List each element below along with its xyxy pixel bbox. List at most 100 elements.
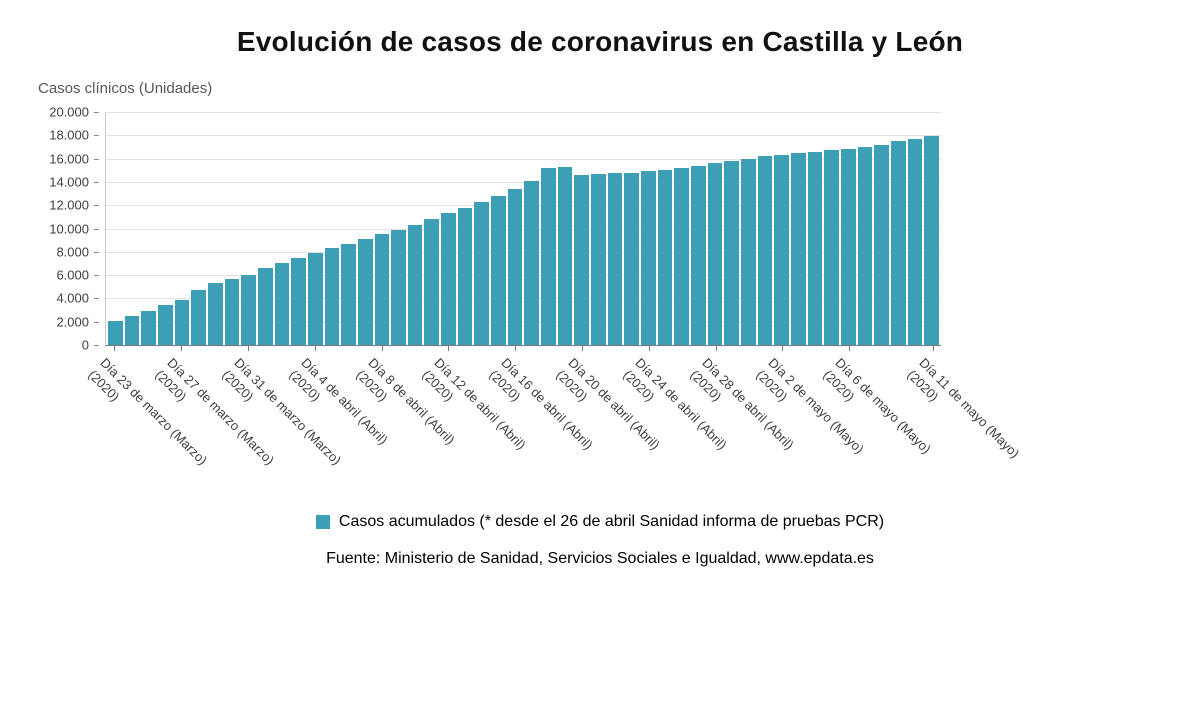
bar[interactable] bbox=[424, 219, 440, 345]
bar[interactable] bbox=[441, 213, 456, 345]
y-tick-label: 12.000 bbox=[49, 197, 89, 213]
gridline bbox=[106, 275, 941, 277]
bar[interactable] bbox=[207, 283, 223, 345]
x-tick-mark bbox=[648, 346, 650, 351]
y-tick-mark bbox=[94, 275, 99, 277]
bar[interactable] bbox=[491, 195, 506, 345]
bar[interactable] bbox=[108, 320, 123, 345]
legend-swatch-icon bbox=[315, 515, 330, 529]
bar[interactable] bbox=[674, 167, 689, 345]
x-tick-mark bbox=[181, 346, 183, 351]
gridline bbox=[106, 135, 941, 137]
bar[interactable] bbox=[191, 290, 206, 345]
y-tick-mark bbox=[94, 181, 99, 183]
bar[interactable] bbox=[257, 268, 273, 345]
bar[interactable] bbox=[874, 144, 889, 345]
bar[interactable] bbox=[391, 229, 406, 345]
bar[interactable] bbox=[707, 163, 723, 345]
y-tick-label: 16.000 bbox=[49, 151, 89, 167]
bar[interactable] bbox=[557, 166, 573, 345]
x-tick-mark bbox=[314, 346, 316, 351]
gridline bbox=[106, 181, 941, 183]
bar[interactable] bbox=[574, 174, 590, 345]
bar[interactable] bbox=[740, 158, 756, 345]
gridlines bbox=[106, 112, 941, 345]
bar[interactable] bbox=[857, 146, 873, 345]
y-tick-mark bbox=[94, 321, 99, 323]
y-tick-label: 4.000 bbox=[56, 290, 89, 306]
gridline bbox=[106, 205, 941, 207]
legend-label: Casos acumulados (* desde el 26 de abril… bbox=[338, 513, 885, 530]
y-tick-mark bbox=[94, 135, 99, 137]
bar[interactable] bbox=[141, 310, 156, 345]
x-tick-mark bbox=[381, 346, 383, 351]
bar[interactable] bbox=[890, 141, 906, 345]
y-tick-mark bbox=[94, 205, 99, 207]
bar[interactable] bbox=[607, 173, 623, 345]
plot-area bbox=[105, 112, 941, 351]
y-tick-mark bbox=[94, 112, 99, 113]
bar[interactable] bbox=[474, 201, 490, 345]
bar[interactable] bbox=[307, 252, 323, 345]
x-tick-mark bbox=[448, 346, 450, 351]
bar[interactable] bbox=[241, 275, 256, 345]
gridline bbox=[106, 158, 941, 160]
y-tick-mark bbox=[94, 158, 99, 160]
x-tick-mark bbox=[782, 346, 784, 351]
bar[interactable] bbox=[291, 257, 306, 345]
bar[interactable] bbox=[757, 156, 773, 345]
gridline bbox=[106, 251, 941, 253]
bar[interactable] bbox=[824, 150, 839, 345]
bar[interactable] bbox=[541, 167, 556, 345]
y-tick-label: 14.000 bbox=[49, 174, 89, 190]
y-axis-labels: 0 2.000 4.000 6.000 8.000 10.000 12.000 14.000 1… bbox=[0, 105, 99, 353]
x-axis-labels: Día 23 de marzo (Marzo) (2020) Día 27 de m… bbox=[86, 350, 1022, 485]
y-tick-mark bbox=[94, 298, 99, 300]
bar[interactable] bbox=[357, 239, 373, 345]
gridline bbox=[106, 298, 941, 300]
bar[interactable] bbox=[174, 299, 190, 345]
bar[interactable] bbox=[657, 170, 673, 345]
bar[interactable] bbox=[924, 136, 939, 345]
bar[interactable] bbox=[690, 165, 706, 345]
bar[interactable] bbox=[274, 263, 290, 345]
y-tick-mark bbox=[94, 345, 99, 346]
y-tick-mark bbox=[94, 228, 99, 230]
legend[interactable]: Casos acumulados (* desde el 26 de abril… bbox=[0, 513, 1200, 531]
y-tick-label: 10.000 bbox=[49, 221, 89, 236]
x-tick-mark bbox=[247, 346, 249, 351]
bar[interactable] bbox=[524, 180, 540, 345]
bar[interactable] bbox=[224, 278, 240, 345]
bar[interactable] bbox=[457, 207, 473, 345]
bar[interactable] bbox=[324, 248, 340, 345]
bar[interactable] bbox=[124, 315, 140, 345]
bar[interactable] bbox=[641, 171, 656, 345]
bar[interactable] bbox=[374, 234, 390, 345]
gridline bbox=[106, 321, 941, 323]
bar[interactable] bbox=[840, 149, 856, 345]
x-tick-mark bbox=[581, 346, 583, 351]
x-tick-mark bbox=[715, 346, 717, 351]
bar[interactable] bbox=[407, 225, 423, 345]
gridline bbox=[106, 228, 941, 230]
bar[interactable] bbox=[157, 305, 173, 345]
gridline bbox=[106, 112, 941, 113]
bar[interactable] bbox=[341, 243, 356, 345]
y-tick-mark bbox=[94, 251, 99, 253]
y-tick-label: 20.000 bbox=[49, 104, 89, 120]
bar[interactable] bbox=[774, 155, 789, 345]
x-tick-mark bbox=[114, 346, 116, 351]
bar[interactable] bbox=[591, 173, 606, 345]
y-tick-label: 8.000 bbox=[56, 244, 89, 260]
y-tick-label: 0 bbox=[81, 337, 89, 353]
y-tick-label: 6.000 bbox=[56, 267, 89, 283]
bar[interactable] bbox=[724, 160, 739, 345]
bar[interactable] bbox=[624, 172, 639, 345]
x-tick-mark bbox=[932, 346, 934, 351]
y-tick-label: 2.000 bbox=[56, 314, 89, 330]
bar[interactable] bbox=[907, 138, 923, 345]
bar[interactable] bbox=[807, 151, 823, 345]
bar[interactable] bbox=[507, 188, 523, 345]
x-tick-mark bbox=[849, 346, 851, 351]
bar[interactable] bbox=[790, 152, 806, 345]
